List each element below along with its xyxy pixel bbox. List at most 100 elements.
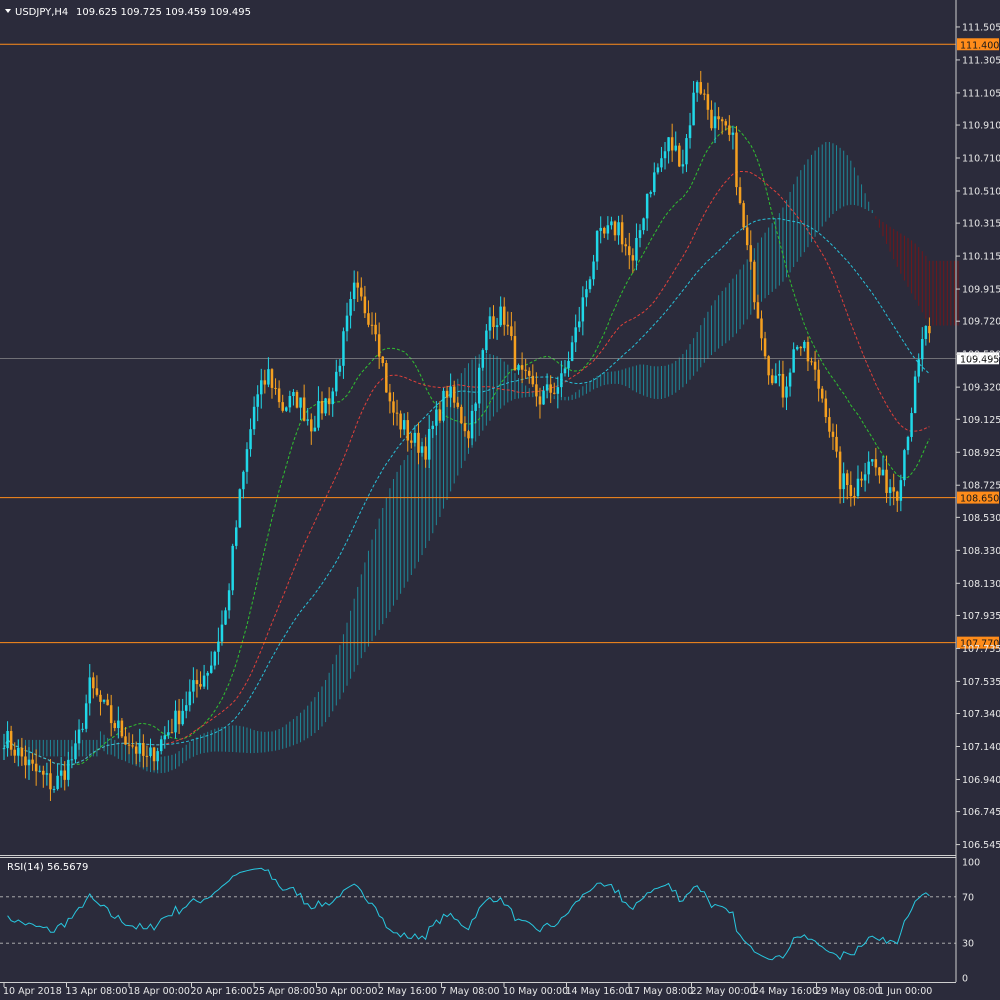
candle-body [406, 420, 410, 441]
candle-body [170, 732, 174, 734]
candle-body [360, 287, 363, 297]
candle-body [399, 413, 402, 430]
candle-body [67, 759, 70, 780]
candle-body [217, 641, 220, 652]
candle-body [635, 237, 638, 261]
time-tick-label: 14 May 16:00 [566, 986, 631, 997]
candle-body [567, 360, 570, 369]
candle-body [435, 409, 438, 426]
candle-body [756, 302, 760, 319]
price-tick-label: 109.915 [962, 285, 1000, 296]
price-tick-label: 109.520 [962, 350, 1000, 361]
level-price-tag [957, 38, 999, 51]
candle-body [467, 431, 470, 439]
price-tick-label: 110.910 [962, 121, 1000, 132]
candle-body [149, 747, 152, 757]
time-tick-label: 2 May 16:00 [378, 986, 437, 997]
candle-body [52, 788, 56, 790]
candle-body [227, 590, 231, 611]
candle-body [38, 770, 41, 772]
price-tick-label: 106.545 [962, 840, 1000, 851]
candle-body [728, 125, 731, 135]
candle-body [853, 496, 856, 498]
candle-body [81, 728, 84, 730]
candle-body [838, 451, 842, 490]
candle-body [470, 410, 474, 439]
candle-body [892, 487, 895, 492]
candle-body [481, 350, 485, 368]
candle-body [556, 387, 560, 394]
candle-body [906, 436, 910, 451]
candle-body [142, 743, 145, 756]
candle-body [13, 749, 16, 756]
price-tick-label: 106.745 [962, 807, 1000, 818]
candle-body [520, 365, 524, 370]
candle-body [560, 373, 563, 388]
candle-body [167, 732, 170, 736]
time-tick-label: 10 May 00:00 [503, 986, 568, 997]
candle-body [667, 137, 670, 152]
candle-body [735, 132, 738, 188]
horizontal-levels: 111.400 108.650 107.770 109.495 [0, 38, 999, 650]
candle-body [295, 392, 299, 408]
price-tick-label: 106.940 [962, 775, 1000, 786]
level-price-label: 107.770 [960, 639, 999, 650]
ohlc-readout: 109.625 109.725 109.459 109.495 [76, 7, 251, 18]
rsi-panel: 100 70 30 0 [0, 858, 980, 985]
candle-body [531, 375, 535, 385]
candle-body [370, 324, 374, 326]
candle-body [581, 297, 585, 322]
candle-body [763, 338, 767, 357]
candle-body [242, 471, 245, 490]
symbol-label[interactable]: USDJPY,H4 [15, 7, 68, 18]
candle-body [288, 395, 292, 408]
rsi-title: RSI(14) 56.5679 [7, 862, 88, 873]
candle-body [610, 221, 613, 226]
candle-body [760, 318, 763, 339]
candle-body [778, 373, 781, 376]
candle-body [617, 222, 620, 236]
rsi-tick-label: 70 [962, 892, 974, 903]
candle-body [653, 172, 656, 193]
candle-body [70, 759, 74, 761]
price-tick-label: 110.115 [962, 252, 1000, 263]
candle-body [377, 334, 381, 357]
candle-body [402, 420, 406, 430]
candle-body [781, 373, 785, 398]
candle-body [159, 739, 163, 752]
rsi-tick-label: 100 [962, 858, 980, 869]
candle-body [542, 390, 545, 405]
candle-body [749, 245, 753, 262]
candle-body [706, 94, 710, 110]
candle-body [803, 341, 806, 349]
candle-body [488, 316, 492, 331]
candle-body [327, 398, 331, 405]
price-tick-label: 110.510 [962, 186, 1000, 197]
symbol-dropdown-icon[interactable] [5, 9, 11, 13]
candle-body [356, 282, 359, 288]
time-tick-label: 13 Apr 08:00 [66, 986, 128, 997]
candle-body [631, 255, 635, 261]
candle-body [477, 367, 481, 404]
candle-body [649, 192, 652, 194]
candle-body [899, 480, 903, 501]
candle-body [63, 770, 66, 780]
candle-body [731, 132, 735, 135]
candle-body [138, 743, 142, 754]
candle-body [535, 384, 538, 397]
candle-body [642, 218, 645, 231]
candle-body [717, 116, 720, 120]
candle-body [817, 369, 820, 389]
time-tick-label: 22 May 00:00 [691, 986, 756, 997]
candle-body [828, 417, 831, 432]
candle-body [124, 736, 127, 745]
time-tick-label: 30 Apr 00:00 [316, 986, 378, 997]
candle-body [6, 731, 9, 749]
candle-body [313, 427, 317, 432]
time-tick-label: 29 May 08:00 [816, 986, 881, 997]
candle-body [349, 299, 352, 316]
candle-body [499, 306, 502, 326]
candle-body [438, 409, 442, 421]
candle-body [156, 751, 159, 762]
